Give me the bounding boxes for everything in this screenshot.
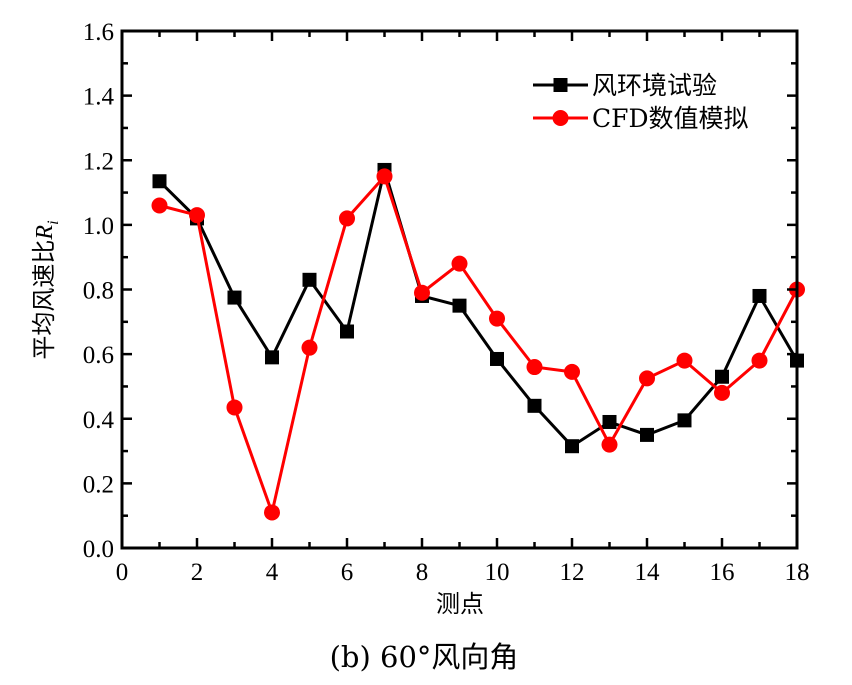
y-axis-title-main: 平均风速比 (30, 240, 58, 360)
data-point-circle (414, 284, 430, 301)
data-point-circle (264, 504, 280, 521)
y-tick-label: 0.4 (83, 407, 115, 434)
data-point-circle (526, 359, 543, 376)
data-point-circle (601, 436, 618, 453)
y-axis-title-subscript: i (45, 220, 62, 224)
data-point-circle (676, 352, 693, 369)
x-tick-label: 10 (485, 559, 510, 586)
data-point-circle (751, 352, 768, 369)
y-tick-label: 1.4 (83, 84, 115, 111)
series-2 (151, 168, 805, 521)
y-tick-label: 1.6 (83, 19, 114, 46)
data-point-circle (451, 255, 468, 272)
legend-marker-square (553, 78, 568, 92)
series-line (159, 173, 799, 518)
legend-label: 风环境试验 (592, 71, 717, 100)
data-point-circle (301, 339, 318, 356)
y-tick-label: 0.2 (83, 471, 114, 498)
data-point-square (715, 369, 729, 384)
x-tick-label: 4 (266, 559, 279, 586)
y-tick-label: 0.0 (83, 536, 114, 563)
data-point-circle (489, 310, 505, 327)
data-point-square (340, 324, 354, 339)
y-tick-label: 0.8 (83, 278, 114, 305)
x-tick-label: 14 (635, 559, 661, 586)
data-point-circle (714, 384, 730, 401)
y-tick-label: 0.6 (83, 342, 114, 369)
data-point-square (565, 439, 579, 454)
data-point-square (152, 174, 167, 189)
legend-label: CFD数值模拟 (592, 104, 749, 133)
series-1 (152, 162, 804, 454)
series-line (158, 164, 799, 449)
data-point-square (677, 413, 692, 428)
x-tick-label: 0 (116, 559, 129, 586)
data-point-circle (226, 399, 243, 416)
data-point-square (752, 288, 767, 303)
x-axis-title: 测点 (436, 590, 484, 618)
y-tick-label: 1.0 (83, 213, 114, 240)
y-axis-title: 平均风速比Ri (30, 220, 62, 359)
legend-item: CFD数值模拟 (533, 104, 749, 133)
legend-item: 风环境试验 (533, 71, 717, 100)
data-point-square (227, 290, 242, 305)
x-tick-label: 18 (785, 559, 810, 586)
x-tick-label: 12 (560, 559, 585, 586)
figure-caption: (b) 60°风向角 (330, 640, 519, 674)
data-point-circle (376, 168, 393, 185)
data-point-circle (151, 197, 168, 214)
data-point-circle (564, 363, 580, 380)
x-tick-label: 8 (416, 559, 429, 586)
data-point-square (640, 427, 654, 442)
axes-layer: 0 2 4 6 8 10 12 14 16 18 0.0 0.2 0.4 0.6 0.8 1.0 1.2 1.4 1… (83, 19, 810, 586)
x-tick-label: 2 (191, 559, 204, 586)
series-layer (151, 162, 805, 521)
data-point-circle (339, 210, 355, 227)
data-point-circle (639, 370, 655, 387)
legend-marker-circle (552, 110, 569, 126)
x-tick-label: 16 (710, 559, 735, 586)
data-point-square (490, 351, 504, 366)
data-point-square (527, 398, 542, 413)
data-point-square (452, 298, 467, 313)
y-tick-label: 1.2 (83, 148, 114, 175)
x-tick-label: 6 (341, 559, 354, 586)
legend: 风环境试验 CFD数值模拟 (533, 71, 749, 133)
data-point-square (602, 414, 617, 429)
y-axis-title-symbol: R (32, 225, 58, 241)
data-point-square (302, 272, 317, 287)
data-point-circle (189, 207, 205, 224)
data-point-square (265, 350, 279, 365)
